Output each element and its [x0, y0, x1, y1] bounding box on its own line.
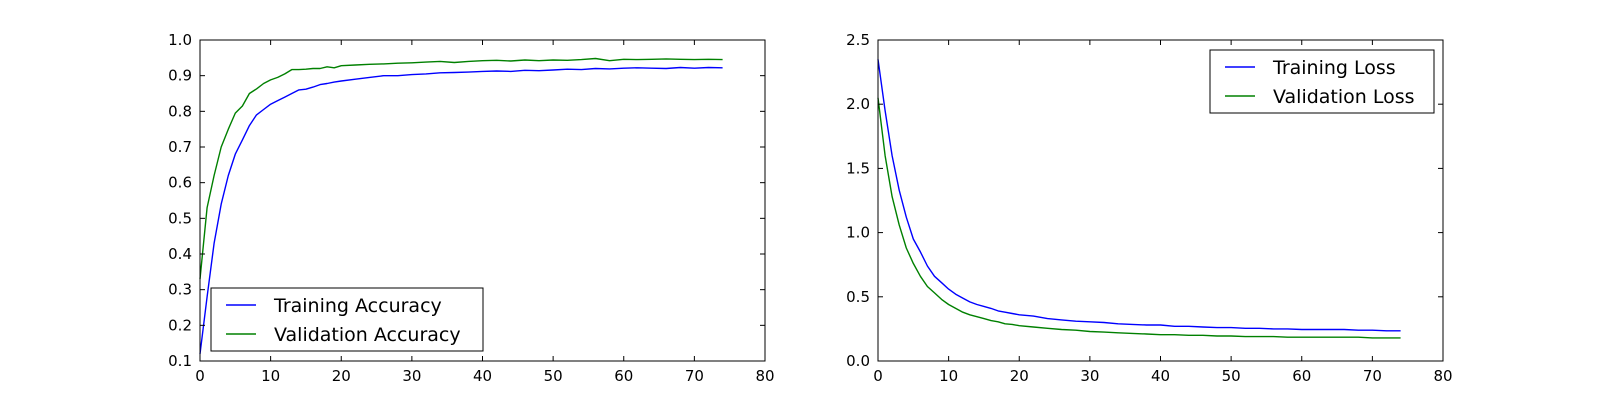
x-tick-label: 30 [402, 367, 421, 385]
x-tick-label: 50 [1222, 367, 1241, 385]
x-tick-label: 60 [1292, 367, 1311, 385]
x-tick-label: 0 [873, 367, 883, 385]
y-tick-label: 1.0 [168, 31, 192, 49]
y-tick-label: 0.0 [846, 352, 870, 370]
x-tick-label: 40 [1151, 367, 1170, 385]
x-tick-label: 70 [685, 367, 704, 385]
x-tick-label: 30 [1080, 367, 1099, 385]
y-tick-label: 0.1 [168, 352, 192, 370]
x-tick-label: 10 [939, 367, 958, 385]
series-line-validation-accuracy [199, 57, 723, 280]
y-tick-label: 0.6 [168, 174, 192, 192]
chart-panel-1: 0 10 20 30 40 50 60 70 80 0.1 0.2 0.3 0.4 0.5 0.6 0.7 0.… [168, 31, 774, 385]
legend-box [210, 287, 484, 352]
y-tick-label: 2.0 [846, 95, 870, 113]
y-tick-label: 0.3 [168, 281, 192, 299]
legend-box [1209, 49, 1435, 114]
y-tick-label: 1.5 [846, 159, 870, 177]
x-tick-label: 20 [1010, 367, 1029, 385]
x-tick-label: 80 [1433, 367, 1452, 385]
legend-label: Training Loss [1272, 57, 1396, 79]
x-tick-label: 70 [1363, 367, 1382, 385]
y-tick-label: 0.2 [168, 316, 192, 334]
legend: Training Loss Validation Loss [1209, 49, 1435, 114]
x-tick-label: 80 [755, 367, 774, 385]
series-line-training-loss [877, 59, 1401, 332]
x-tick-label: 0 [195, 367, 205, 385]
y-tick-label: 2.5 [846, 31, 870, 49]
legend-label: Validation Loss [1273, 86, 1415, 108]
y-tick-label: 1.0 [846, 224, 870, 242]
y-tick-label: 0.5 [168, 209, 192, 227]
y-tick-label: 0.7 [168, 138, 192, 156]
x-tick-label: 10 [261, 367, 280, 385]
y-tick-label: 0.8 [168, 102, 192, 120]
x-tick-label: 20 [332, 367, 351, 385]
chart-panel-2: 0 10 20 30 40 50 60 70 80 0.0 0.5 1.0 1.5 2.0 2.5 Train… [846, 31, 1452, 385]
x-tick-label: 40 [473, 367, 492, 385]
y-tick-label: 0.4 [168, 245, 192, 263]
y-tick-label: 0.5 [846, 288, 870, 306]
x-tick-label: 60 [614, 367, 633, 385]
series-line-training-accuracy [199, 66, 723, 354]
x-tick-label: 50 [544, 367, 563, 385]
legend-label: Validation Accuracy [274, 324, 461, 346]
y-tick-label: 0.9 [168, 67, 192, 85]
series-line-validation-loss [877, 97, 1401, 339]
legend: Training Accuracy Validation Accuracy [210, 287, 484, 352]
legend-label: Training Accuracy [273, 295, 442, 317]
